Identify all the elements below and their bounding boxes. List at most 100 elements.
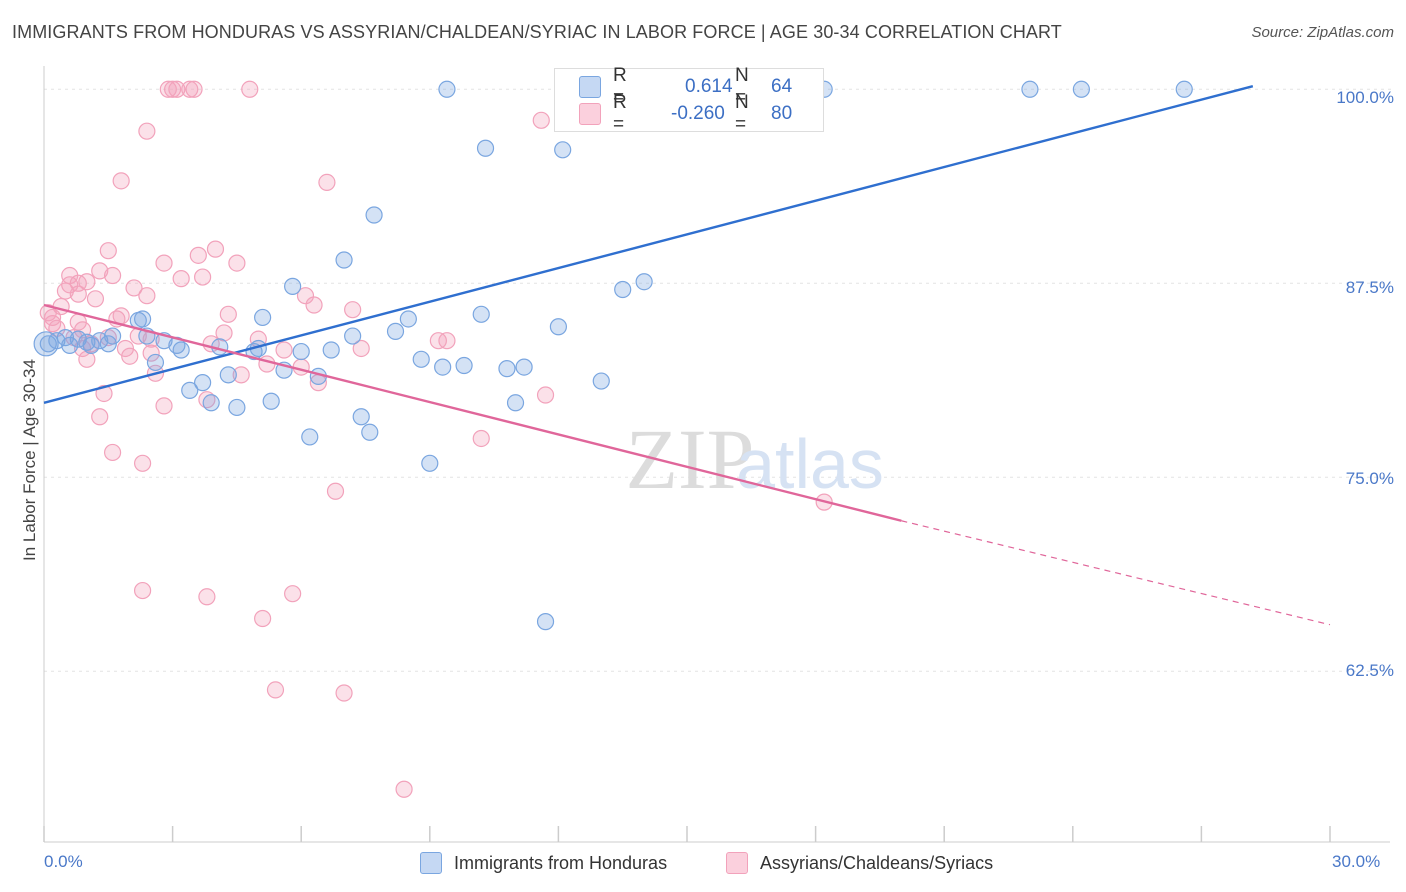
x-axis <box>43 66 1390 843</box>
data-point-honduras <box>146 353 165 372</box>
data-point-assyrians <box>125 279 143 297</box>
data-point-honduras <box>472 305 490 323</box>
data-point-honduras <box>1072 80 1090 98</box>
data-point-assyrians <box>103 443 122 462</box>
data-point-assyrians <box>69 285 87 303</box>
watermark-zip: ZIP <box>626 411 755 507</box>
data-point-honduras <box>614 280 632 299</box>
data-point-assyrians <box>215 324 233 342</box>
data-point-assyrians <box>438 332 456 350</box>
data-point-honduras <box>344 327 362 345</box>
data-point-assyrians <box>219 305 237 323</box>
data-point-assyrians <box>164 80 182 98</box>
data-point-honduras <box>335 251 353 269</box>
trend-line-honduras <box>43 85 1254 404</box>
data-point-honduras <box>438 80 456 98</box>
data-point-honduras <box>399 310 417 328</box>
data-point-honduras <box>322 341 340 359</box>
data-point-honduras <box>172 341 190 359</box>
data-point-assyrians <box>266 681 285 699</box>
data-point-assyrians <box>395 780 413 798</box>
data-point-honduras <box>352 408 370 426</box>
data-point-honduras <box>284 277 302 295</box>
data-point-honduras <box>421 454 439 472</box>
r-value-blue: 0.614 <box>685 76 733 97</box>
data-point-assyrians <box>318 173 336 191</box>
data-point-honduras <box>365 206 383 224</box>
data-point-assyrians <box>48 319 66 337</box>
data-point-assyrians <box>344 301 362 319</box>
data-point-honduras <box>228 398 246 417</box>
data-point-honduras <box>549 318 568 336</box>
data-point-assyrians <box>133 581 152 600</box>
data-point-assyrians <box>258 355 276 373</box>
data-point-assyrians <box>91 262 109 280</box>
blue-swatch <box>420 852 442 874</box>
data-point-assyrians <box>95 384 113 403</box>
r-label: R = <box>613 65 627 108</box>
data-point-honduras <box>262 392 280 410</box>
y-tick-62-5: 62.5% <box>1345 661 1394 680</box>
data-point-honduras <box>103 327 122 345</box>
data-point-honduras <box>56 329 75 347</box>
legend-item-honduras: Immigrants from Honduras <box>420 852 667 874</box>
data-point-assyrians <box>116 339 135 358</box>
data-point-honduras <box>386 322 405 340</box>
r-value-pink: -0.260 <box>671 103 725 124</box>
data-point-assyrians <box>536 386 555 404</box>
n-label: N = <box>735 65 749 108</box>
data-point-assyrians <box>185 80 203 98</box>
y-tick-87-5: 87.5% <box>1345 278 1394 297</box>
data-point-assyrians <box>155 254 173 272</box>
data-point-assyrians <box>232 366 250 384</box>
data-point-assyrians <box>78 350 96 368</box>
data-point-assyrians <box>133 454 152 472</box>
data-point-assyrians <box>472 429 490 448</box>
watermark-atlas: atlas <box>736 425 884 503</box>
data-point-honduras <box>194 374 212 392</box>
data-point-assyrians <box>284 585 302 603</box>
data-point-honduras <box>455 356 473 375</box>
data-point-assyrians <box>138 287 156 305</box>
r-label: R = <box>613 92 627 135</box>
data-point-honduras <box>635 273 653 291</box>
data-point-assyrians <box>78 273 96 291</box>
data-point-honduras <box>476 139 495 157</box>
y-tick-100: 100.0% <box>1336 88 1394 107</box>
blue-swatch <box>579 76 601 98</box>
data-point-honduras <box>592 372 610 390</box>
data-point-honduras <box>554 141 572 159</box>
data-point-honduras <box>361 423 379 441</box>
pink-series-points <box>39 80 833 798</box>
data-point-assyrians <box>52 297 70 316</box>
x-tick-max: 30.0% <box>1332 852 1381 871</box>
data-point-assyrians <box>138 122 156 140</box>
data-point-assyrians <box>189 246 207 264</box>
data-point-honduras <box>254 308 272 327</box>
n-value-blue: 64 <box>771 76 793 97</box>
data-point-assyrians <box>112 172 130 190</box>
data-point-assyrians <box>86 290 105 308</box>
data-point-assyrians <box>181 80 199 98</box>
data-point-honduras <box>219 366 237 384</box>
data-point-assyrians <box>335 684 353 702</box>
y-tick-75: 75.0% <box>1345 469 1394 488</box>
data-point-assyrians <box>326 482 345 500</box>
data-point-assyrians <box>241 80 259 98</box>
legend-item-assyrians: Assyrians/Chaldeans/Syriacs <box>726 852 993 874</box>
data-point-assyrians <box>142 344 160 362</box>
pink-swatch <box>579 103 601 125</box>
data-point-assyrians <box>168 80 186 98</box>
data-point-assyrians <box>194 268 212 286</box>
data-point-assyrians <box>99 242 117 260</box>
stats-legend: R = 0.614 N = 64 R = -0.260 N = 80 <box>554 65 824 135</box>
data-point-assyrians <box>254 609 272 628</box>
data-point-assyrians <box>296 287 315 305</box>
trend-line-assyrians <box>43 303 902 522</box>
data-point-honduras <box>506 394 525 412</box>
data-point-assyrians <box>206 240 225 258</box>
data-point-assyrians <box>121 347 139 365</box>
data-point-assyrians <box>172 270 190 288</box>
stats-row-pink: R = -0.260 N = 80 <box>579 92 792 135</box>
